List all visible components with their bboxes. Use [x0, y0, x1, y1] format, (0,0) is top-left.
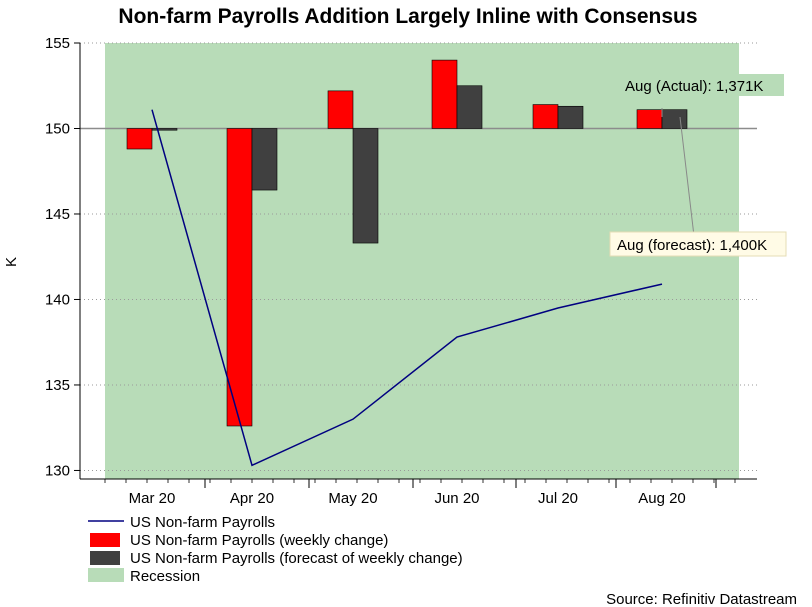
series-line-us-non-farm-payrolls — [151, 109, 663, 467]
y-axis-label: K — [3, 257, 20, 267]
legend-label-forecast: US Non-farm Payrolls (forecast of weekly… — [130, 550, 463, 567]
annotation-actual: Aug (Actual): 1,371K — [625, 78, 763, 95]
legend-swatch-recession — [88, 568, 124, 582]
legend: US Non-farm Payrolls US Non-farm Payroll… — [88, 514, 463, 585]
bar-forecast-jun-20 — [456, 85, 483, 129]
bar-forecast-jul-20 — [557, 105, 584, 129]
x-tick-label-may-20: May 20 — [328, 490, 377, 507]
bar-actual-mar-20 — [126, 128, 153, 150]
x-tick-label-jul-20: Jul 20 — [538, 490, 578, 507]
x-tick-label-aug-20: Aug 20 — [638, 490, 686, 507]
legend-label-line: US Non-farm Payrolls — [130, 514, 275, 531]
y-tick-label-150: 150 — [45, 120, 70, 137]
legend-label-actual: US Non-farm Payrolls (weekly change) — [130, 532, 388, 549]
y-tick-label-140: 140 — [45, 291, 70, 308]
y-tick-label-155: 155 — [45, 35, 70, 52]
x-tick-label-apr-20: Apr 20 — [230, 490, 274, 507]
bar-actual-aug-20 — [636, 109, 663, 129]
recession-band — [105, 43, 739, 479]
bar-forecast-may-20 — [352, 128, 379, 244]
annotation-box-actual — [620, 74, 784, 96]
bar-actual-may-20 — [327, 90, 354, 129]
x-tick-label-jun-20: Jun 20 — [434, 490, 479, 507]
legend-swatch-actual — [90, 533, 120, 547]
bar-actual-apr-20 — [226, 128, 253, 427]
chart-title: Non-farm Payrolls Addition Largely Inlin… — [118, 5, 697, 28]
annotation-leader-forecast — [679, 116, 695, 237]
y-tick-label-145: 145 — [45, 206, 70, 223]
y-tick-label-135: 135 — [45, 377, 70, 394]
bar-actual-jul-20 — [532, 104, 559, 129]
annotation-box-forecast — [609, 231, 787, 257]
legend-swatch-forecast — [90, 551, 120, 565]
annotations: Aug (Actual): 1,371K Aug (forecast): 1,40… — [609, 74, 787, 257]
y-tick-label-130: 130 — [45, 462, 70, 479]
legend-label-recession: Recession — [130, 568, 200, 585]
annotation-forecast: Aug (forecast): 1,400K — [617, 237, 767, 254]
source-note: Source: Refinitiv Datastream — [606, 591, 797, 607]
bar-forecast-aug-20 — [661, 109, 688, 129]
bar-forecast-apr-20 — [251, 128, 278, 191]
bar-forecast-mar-20 — [151, 128, 178, 131]
x-tick-label-mar-20: Mar 20 — [129, 490, 176, 507]
bar-actual-jun-20 — [431, 59, 458, 129]
bars — [126, 59, 688, 427]
axes: 130 135 140 145 150 155 Mar 20 Apr 20 May 20 Jun … — [45, 35, 757, 507]
